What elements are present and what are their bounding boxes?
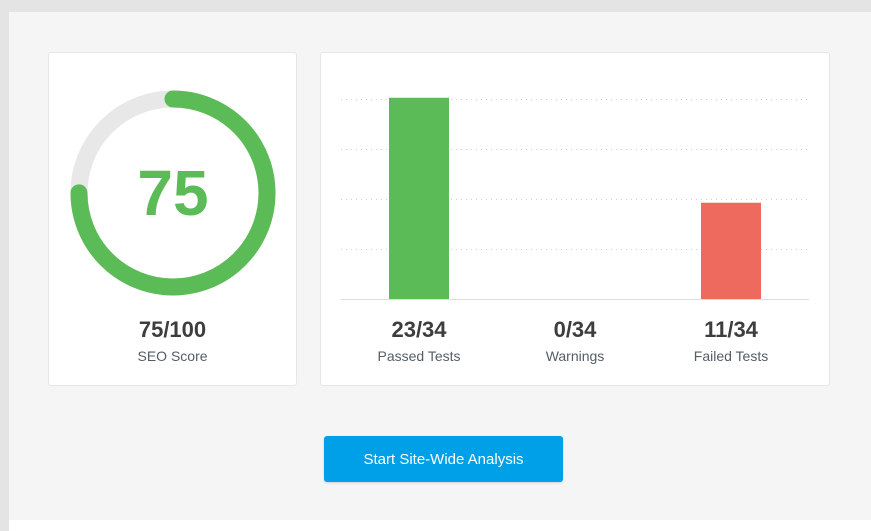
warnings-label: Warnings: [545, 348, 605, 364]
bar-passed-tests: [389, 97, 449, 299]
seo-score-card: 75 75/100 SEO Score: [48, 52, 297, 386]
bar-failed-tests: [701, 202, 761, 299]
failed-tests-value: 11/34: [704, 317, 758, 342]
gauge-progress: [70, 90, 276, 296]
start-site-wide-analysis-button[interactable]: Start Site-Wide Analysis: [324, 436, 563, 482]
passed-tests-value: 23/34: [391, 317, 447, 342]
tests-summary-card: 23/34 Passed Tests 0/34 Warnings 11/34 F…: [320, 52, 830, 386]
failed-tests-label: Failed Tests: [693, 348, 769, 364]
seo-score-label: SEO Score: [137, 348, 208, 364]
warnings-value: 0/34: [553, 317, 597, 342]
footer-strip: [9, 520, 871, 531]
seo-score-fraction: 75/100: [138, 317, 207, 342]
passed-tests-label: Passed Tests: [377, 348, 461, 364]
seo-score-number: 75: [137, 157, 209, 229]
seo-score-gauge: 75: [69, 89, 277, 297]
tests-bar-chart: [341, 81, 809, 303]
